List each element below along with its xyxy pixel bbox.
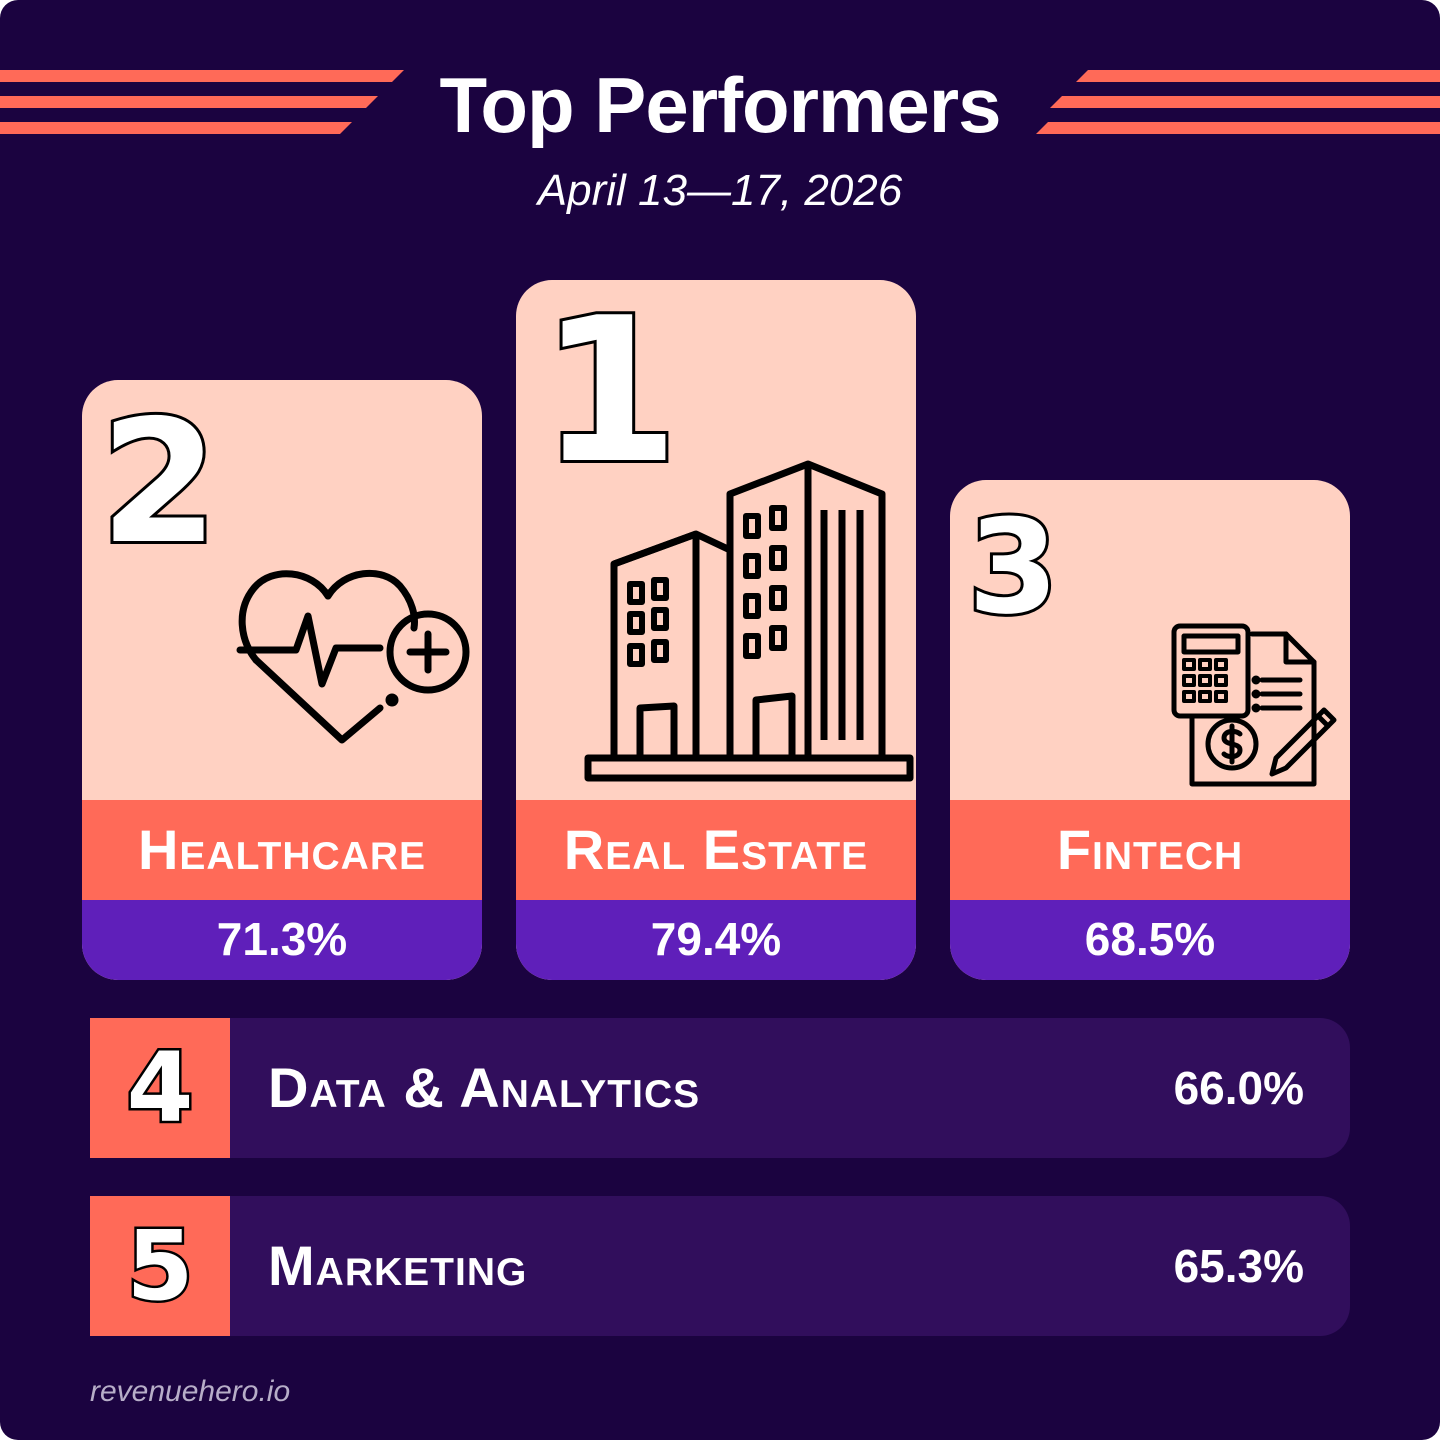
category-label: Marketing — [268, 1234, 528, 1297]
performance-value: 65.3% — [1173, 1240, 1304, 1292]
category-label: Real Estate — [516, 800, 916, 900]
ranking-row-5: 5 Marketing 65.3% — [90, 1196, 1350, 1336]
performance-value: 71.3% — [82, 900, 482, 980]
ranking-row-4: 4 Data & Analytics 66.0% — [90, 1018, 1350, 1158]
page-title: Top Performers — [439, 61, 1001, 149]
performance-value: 66.0% — [1173, 1062, 1304, 1114]
buildings-icon — [580, 450, 916, 790]
rank-number: 3 — [965, 491, 1062, 643]
rank-number: 4 — [124, 1030, 196, 1147]
rank-badge: 4 — [90, 1018, 230, 1158]
calculator-invoice-icon — [1168, 620, 1340, 792]
heart-pulse-plus-icon — [232, 560, 482, 760]
rank-number: 2 — [97, 384, 221, 582]
brand-footer: revenuehero.io — [90, 1375, 291, 1408]
category-label: Data & Analytics — [268, 1056, 701, 1119]
date-range: April 13—17, 2026 — [537, 166, 903, 215]
podium-card-rank-1: 1 — [516, 280, 916, 980]
decorative-stripes-right — [1036, 70, 1440, 134]
podium-card-rank-3: 3 — [950, 480, 1350, 980]
rank-badge: 5 — [90, 1196, 230, 1336]
category-label: Fintech — [950, 800, 1350, 900]
rank-number: 5 — [124, 1208, 196, 1325]
performance-value: 68.5% — [950, 900, 1350, 980]
decorative-stripes-left — [0, 70, 404, 134]
category-label: Healthcare — [82, 800, 482, 900]
podium-card-rank-2: 2 Healthcare 71.3% — [82, 380, 482, 980]
performance-value: 79.4% — [516, 900, 916, 980]
rank-number: 1 — [537, 280, 682, 508]
